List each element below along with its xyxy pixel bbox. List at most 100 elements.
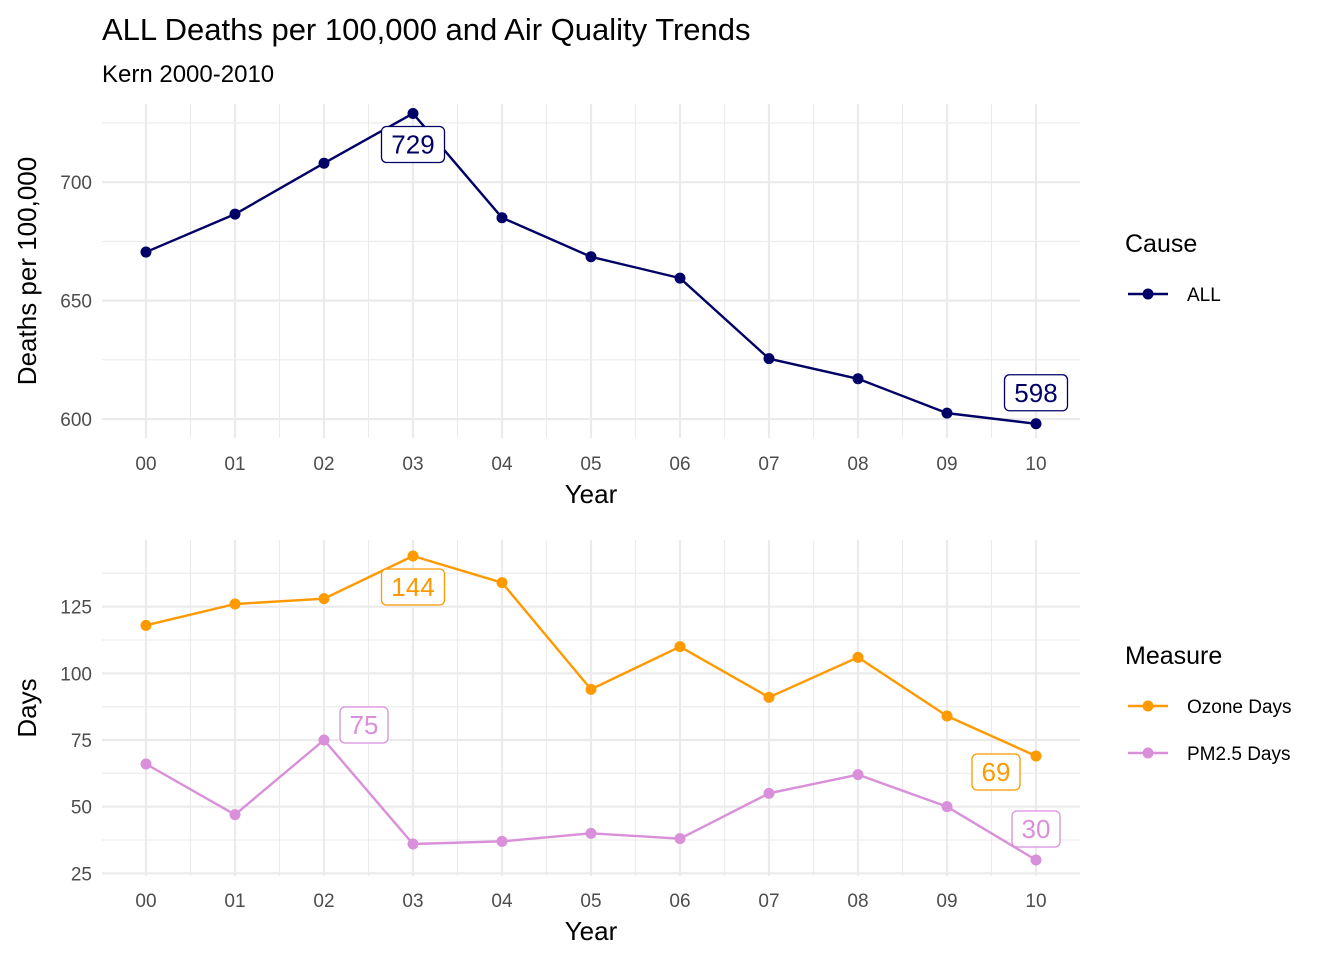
data-point — [229, 598, 241, 610]
data-point — [318, 157, 330, 169]
data-label-text: 30 — [1022, 814, 1051, 844]
data-point — [585, 251, 597, 263]
data-point — [496, 212, 508, 224]
y-tick-label: 125 — [60, 598, 92, 619]
legend-key-point — [1142, 747, 1154, 759]
data-point — [407, 838, 419, 850]
data-point — [318, 734, 330, 746]
data-label: 75 — [339, 706, 389, 744]
data-point — [852, 769, 864, 781]
data-point — [852, 373, 864, 385]
chart-title: ALL Deaths per 100,000 and Air Quality T… — [102, 12, 751, 47]
x-axis-title: Year — [565, 479, 618, 509]
y-axis-title: Deaths per 100,000 — [12, 157, 42, 385]
x-tick-label: 10 — [1025, 891, 1046, 912]
data-point — [674, 272, 686, 284]
x-tick-label: 09 — [936, 454, 957, 475]
x-tick-label: 03 — [402, 891, 423, 912]
data-label-text: 144 — [391, 572, 434, 602]
x-tick-label: 00 — [135, 891, 156, 912]
x-tick-label: 00 — [135, 454, 156, 475]
chart-subtitle: Kern 2000-2010 — [102, 61, 274, 88]
legend-label: PM2.5 Days — [1187, 744, 1290, 765]
x-tick-label: 05 — [580, 454, 601, 475]
legend: Measure Ozone Days PM2.5 Days — [1125, 642, 1292, 765]
data-point — [763, 691, 775, 703]
data-label: 729 — [380, 125, 446, 164]
x-tick-label: 06 — [669, 891, 690, 912]
data-label: 598 — [1003, 374, 1069, 412]
data-point — [941, 407, 953, 419]
data-label-box — [1011, 810, 1061, 848]
x-tick-label: 08 — [847, 454, 868, 475]
legend-title: Cause — [1125, 230, 1197, 258]
data-point — [496, 835, 508, 847]
data-point — [496, 577, 508, 589]
data-label: 144 — [380, 568, 446, 606]
y-tick-label: 25 — [71, 864, 92, 885]
legend: Cause ALL — [1125, 230, 1221, 306]
data-point — [763, 787, 775, 799]
data-label-box — [1003, 374, 1069, 412]
data-point — [407, 107, 419, 119]
x-tick-label: 04 — [491, 454, 513, 475]
x-tick-label: 06 — [669, 454, 690, 475]
data-point — [318, 593, 330, 605]
x-axis-title: Year — [565, 916, 618, 946]
data-label-box — [380, 125, 446, 164]
x-tick-label: 09 — [936, 891, 957, 912]
x-tick-label: 07 — [758, 891, 779, 912]
y-tick-label: 100 — [60, 664, 92, 685]
data-point — [585, 683, 597, 695]
data-point — [229, 809, 241, 821]
data-point — [1030, 418, 1042, 430]
y-tick-label: 600 — [60, 410, 92, 431]
chart-panel-1: 600 650 700 00 01 02 03 04 05 06 07 08 09 10 Year Death… — [12, 104, 1221, 509]
y-tick-label: 50 — [71, 798, 92, 819]
data-point — [674, 641, 686, 653]
x-tick-label: 04 — [491, 891, 513, 912]
data-point — [1030, 854, 1042, 866]
data-point — [140, 246, 152, 258]
legend-title: Measure — [1125, 642, 1222, 670]
x-tick-label: 07 — [758, 454, 779, 475]
x-tick-label: 02 — [313, 891, 334, 912]
data-point — [140, 758, 152, 770]
data-point — [229, 208, 241, 220]
legend-key-point — [1142, 288, 1154, 300]
y-tick-label: 75 — [71, 731, 92, 752]
data-label: 30 — [1011, 810, 1061, 848]
data-point — [1030, 750, 1042, 762]
x-tick-label: 02 — [313, 454, 334, 475]
data-point — [941, 710, 953, 722]
data-point — [674, 833, 686, 845]
x-tick-label: 08 — [847, 891, 868, 912]
x-tick-label: 01 — [224, 891, 245, 912]
y-tick-label: 700 — [60, 173, 92, 194]
x-tick-label: 10 — [1025, 454, 1046, 475]
data-label: 69 — [971, 753, 1021, 791]
data-point — [852, 651, 864, 663]
data-label-box — [971, 753, 1021, 791]
y-tick-label: 650 — [60, 292, 92, 313]
data-label-text: 729 — [391, 129, 434, 159]
data-label-text: 75 — [350, 710, 379, 740]
data-point — [941, 801, 953, 813]
legend-label: ALL — [1187, 285, 1221, 306]
legend-label: Ozone Days — [1187, 697, 1292, 718]
data-point — [140, 619, 152, 631]
x-tick-label: 03 — [402, 454, 423, 475]
data-label-text: 598 — [1014, 378, 1057, 408]
legend-key-point — [1142, 700, 1154, 712]
data-point — [407, 550, 419, 562]
x-tick-label: 05 — [580, 891, 601, 912]
data-label-text: 69 — [982, 757, 1011, 787]
y-axis-title: Days — [12, 678, 42, 737]
data-label-box — [339, 706, 389, 744]
x-tick-label: 01 — [224, 454, 245, 475]
data-label-box — [380, 568, 446, 606]
data-point — [585, 827, 597, 839]
chart-panel-2: 25 50 75 100 125 00 01 02 03 04 05 06 07 08 09 10 Year Da… — [12, 540, 1292, 946]
data-point — [763, 353, 775, 365]
